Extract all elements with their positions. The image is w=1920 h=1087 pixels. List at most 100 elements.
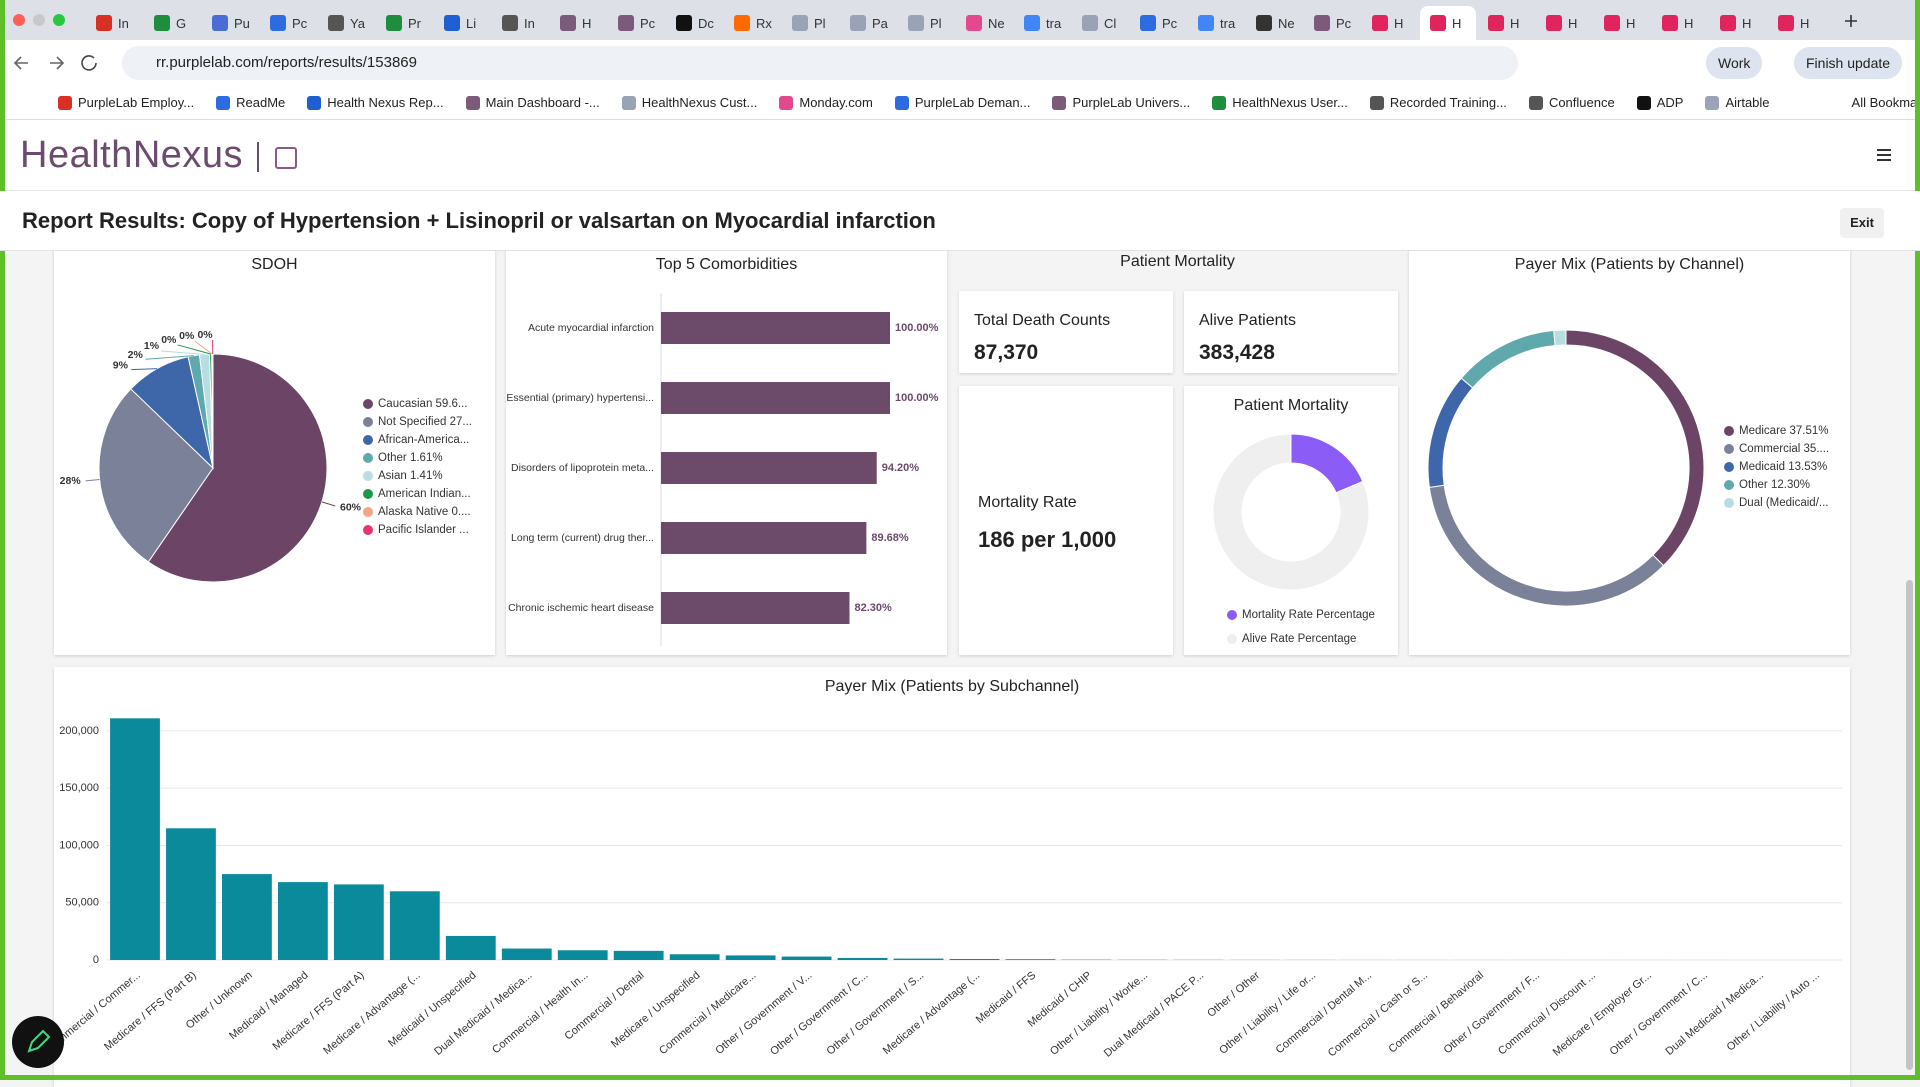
bar[interactable] (661, 452, 877, 484)
profile-button[interactable]: Work (1706, 47, 1762, 79)
tab-label: G (176, 16, 186, 31)
tab[interactable]: Rx (724, 6, 780, 40)
y-tick-label: 200,000 (59, 725, 99, 737)
bar[interactable] (166, 828, 216, 960)
tab-icon (1140, 15, 1156, 31)
tab[interactable]: H (550, 6, 606, 40)
leader-line (86, 479, 100, 480)
bar[interactable] (502, 949, 552, 960)
legend-label[interactable]: Not Specified 27... (378, 416, 472, 428)
tab[interactable]: In (492, 6, 548, 40)
tab[interactable]: Ya (318, 6, 374, 40)
bookmark[interactable]: ADP (1637, 95, 1684, 110)
tab[interactable]: H (1710, 6, 1766, 40)
bar[interactable] (334, 884, 384, 960)
bar[interactable] (661, 522, 866, 554)
bar[interactable] (661, 312, 890, 344)
legend-marker (1724, 480, 1734, 490)
tab[interactable]: G (144, 6, 200, 40)
bar[interactable] (894, 959, 944, 960)
tab[interactable]: Pc (1304, 6, 1360, 40)
legend-label[interactable]: Pacific Islander ... (378, 524, 469, 536)
bookmark[interactable]: PurpleLab Employ... (58, 95, 194, 110)
tab[interactable]: Pl (898, 6, 954, 40)
bookmark[interactable]: Health Nexus Rep... (307, 95, 443, 110)
tab[interactable]: Pl (782, 6, 838, 40)
legend-label[interactable]: Alaska Native 0.... (378, 506, 471, 518)
tab[interactable]: tra (1014, 6, 1070, 40)
bar[interactable] (661, 382, 890, 414)
tab[interactable]: H (1362, 6, 1418, 40)
address-bar[interactable]: rr.purplelab.com/reports/results/153869 (122, 46, 1518, 80)
bar[interactable] (390, 891, 440, 960)
tab[interactable]: H (1768, 6, 1824, 40)
tab[interactable]: H (1594, 6, 1650, 40)
menu-icon[interactable] (1876, 148, 1892, 162)
nav-buttons[interactable] (12, 52, 102, 74)
bar[interactable] (278, 882, 328, 960)
bookmark[interactable]: Monday.com (779, 95, 872, 110)
url[interactable]: rr.purplelab.com/reports/results/153869 (156, 54, 417, 71)
tab[interactable]: Pc (1130, 6, 1186, 40)
bookmark[interactable]: HealthNexus Cust... (622, 95, 758, 110)
bar[interactable] (838, 958, 888, 960)
tab[interactable]: Ne (956, 6, 1012, 40)
tab[interactable]: Pu (202, 6, 258, 40)
tab[interactable]: tra (1188, 6, 1244, 40)
legend-label[interactable]: Other 1.61% (378, 452, 443, 464)
stat-value: 383,428 (1199, 341, 1275, 365)
legend-label[interactable]: Mortality Rate Percentage (1242, 609, 1375, 621)
tab[interactable]: Ne (1246, 6, 1302, 40)
bar[interactable] (110, 718, 160, 960)
update-button[interactable]: Finish update (1794, 47, 1902, 79)
legend-label[interactable]: Asian 1.41% (378, 470, 443, 482)
bar[interactable] (782, 957, 832, 960)
bookmark[interactable]: Airtable (1705, 95, 1769, 110)
tab[interactable]: In (86, 6, 142, 40)
bar[interactable] (661, 592, 849, 624)
tab[interactable]: Pr (376, 6, 432, 40)
all-bookmarks[interactable]: All Bookmarks (1852, 95, 1920, 110)
legend-label[interactable]: American Indian... (378, 488, 471, 500)
legend-label[interactable]: Alive Rate Percentage (1242, 633, 1356, 645)
mortality-title: Patient Mortality (949, 251, 1406, 273)
tab[interactable]: H (1420, 6, 1476, 40)
tab[interactable]: Dc (666, 6, 722, 40)
new-tab[interactable] (1843, 13, 1859, 29)
tab[interactable]: H (1652, 6, 1708, 40)
legend-label[interactable]: African-America... (378, 434, 469, 446)
legend-label[interactable]: Other 12.30% (1739, 479, 1810, 491)
bookmark[interactable]: Confluence (1529, 95, 1615, 110)
legend-label[interactable]: Caucasian 59.6... (378, 398, 468, 410)
bar[interactable] (614, 951, 664, 960)
tab[interactable]: Li (434, 6, 490, 40)
tab[interactable]: Pc (608, 6, 664, 40)
bookmark[interactable]: Main Dashboard -... (466, 95, 600, 110)
legend-label[interactable]: Medicare 37.51% (1739, 425, 1829, 437)
bar[interactable] (446, 936, 496, 960)
bar[interactable] (670, 954, 720, 960)
edit-button[interactable] (10, 1014, 66, 1070)
legend-label[interactable]: Commercial 35.... (1739, 443, 1829, 455)
tab[interactable]: Cl (1072, 6, 1128, 40)
data-label: 28% (60, 475, 82, 487)
bookmark[interactable]: ReadMe (216, 95, 285, 110)
scrollbar[interactable] (1906, 580, 1913, 1070)
tab[interactable]: Pa (840, 6, 896, 40)
tab[interactable]: H (1536, 6, 1592, 40)
bookmark[interactable]: Recorded Training... (1370, 95, 1507, 110)
bar[interactable] (1006, 959, 1056, 960)
bookmark[interactable]: PurpleLab Deman... (895, 95, 1031, 110)
bookmark[interactable]: PurpleLab Univers... (1052, 95, 1190, 110)
bar[interactable] (726, 955, 776, 960)
bar[interactable] (950, 959, 1000, 960)
bar[interactable] (558, 950, 608, 960)
tab[interactable]: Pc (260, 6, 316, 40)
tab[interactable]: H (1478, 6, 1534, 40)
legend-label[interactable]: Medicaid 13.53% (1739, 461, 1827, 473)
exit-button[interactable]: Exit (1840, 208, 1884, 238)
bar[interactable] (222, 874, 272, 960)
logo[interactable]: HealthNexus (20, 134, 243, 177)
bookmark[interactable]: HealthNexus User... (1212, 95, 1348, 110)
legend-label[interactable]: Dual (Medicaid/... (1739, 497, 1828, 509)
